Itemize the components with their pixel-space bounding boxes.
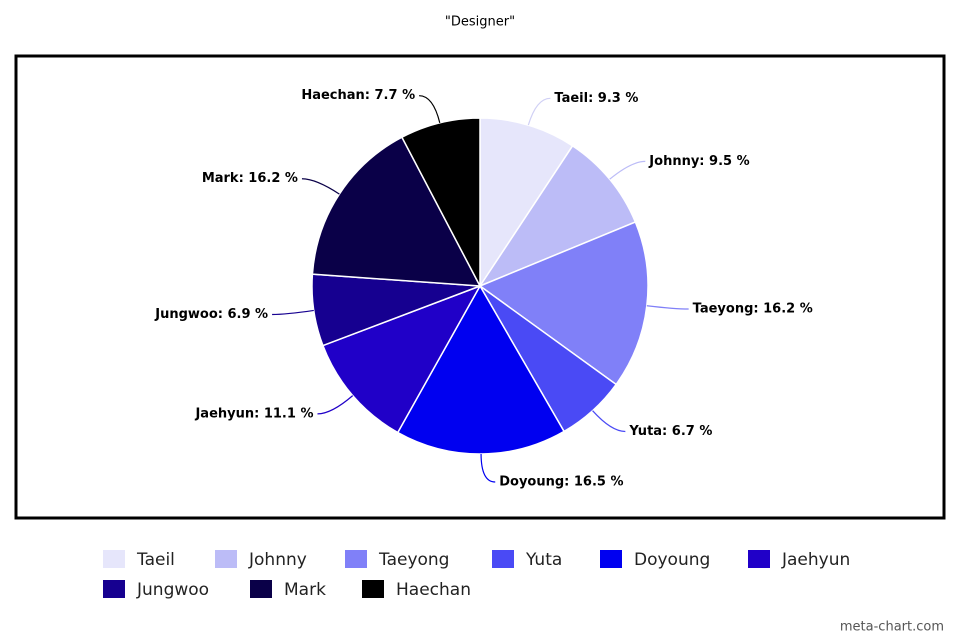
legend-label: Johnny	[248, 550, 307, 570]
data-label: Jaehyun: 11.1 %	[194, 406, 313, 421]
watermark: meta-chart.com	[840, 620, 944, 635]
legend-label: Yuta	[525, 550, 562, 570]
legend-swatch	[492, 550, 514, 568]
pie-slice	[479, 117, 574, 289]
data-label: Jungwoo: 6.9 %	[154, 307, 268, 322]
leader-line	[609, 160, 646, 180]
legend-swatch	[362, 580, 384, 598]
legend-swatch	[748, 550, 770, 568]
legend-swatch	[345, 550, 367, 568]
legend-swatch	[250, 580, 272, 598]
legend-swatch	[215, 550, 237, 568]
data-label: Johnny: 9.5 %	[648, 154, 749, 169]
data-label: Taeyong: 16.2 %	[693, 302, 813, 317]
leader-line	[301, 178, 340, 195]
legend-label: Haechan	[396, 580, 471, 600]
pie-slice	[321, 284, 482, 434]
leader-line	[317, 395, 354, 415]
pie-slice	[478, 221, 649, 386]
legend-label: Taeyong	[378, 550, 449, 570]
legend-swatch	[103, 550, 125, 568]
data-label: Mark: 16.2 %	[202, 171, 298, 186]
data-label: Doyoung: 16.5 %	[499, 474, 623, 489]
leader-line	[480, 453, 496, 483]
leader-line	[527, 97, 551, 126]
leader-line	[419, 95, 441, 124]
data-label: Haechan: 7.7 %	[301, 88, 415, 103]
leader-line	[646, 305, 689, 310]
legend-swatch	[103, 580, 125, 598]
legend-label: Jungwoo	[136, 580, 209, 600]
legend-swatch	[600, 550, 622, 568]
leader-line	[592, 410, 626, 433]
leader-line	[272, 309, 314, 316]
plot-frame	[14, 54, 946, 520]
data-label: Yuta: 6.7 %	[628, 424, 712, 439]
legend-label: Jaehyun	[781, 550, 850, 570]
legend-label: Taeil	[136, 550, 175, 570]
chart-title: "Designer"	[445, 15, 515, 30]
legend-label: Mark	[284, 580, 326, 600]
legend-label: Doyoung	[634, 550, 710, 570]
pie-slice	[396, 284, 566, 455]
pie-slice	[311, 136, 482, 287]
data-label: Taeil: 9.3 %	[554, 91, 638, 106]
